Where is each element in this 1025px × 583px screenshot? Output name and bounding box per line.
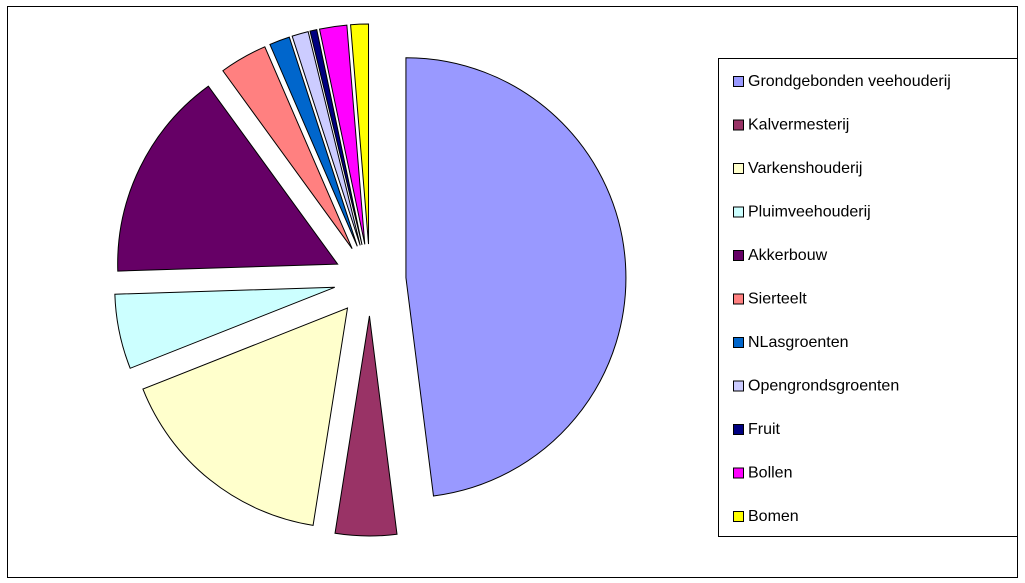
legend-label: Bollen [748,465,792,482]
legend-label: Bomen [748,508,799,525]
pie-slice [222,46,353,250]
legend-label: Akkerbouw [748,247,828,264]
legend-swatch [733,119,744,131]
legend-label: NLasgroenten [748,334,849,351]
legend-label: Fruit [748,421,781,438]
legend-label: Sierteelt [748,291,807,308]
legend-box [718,58,1018,537]
pie-slice [142,307,349,526]
pie-slice [309,29,363,246]
legend-swatch [733,163,744,174]
pie-slice [318,24,366,245]
pie-slice [117,85,339,272]
legend-swatch [733,250,744,261]
legend-swatch [733,467,744,479]
legend-swatch [733,206,744,218]
legend-swatch [733,424,744,435]
pie-slice [334,315,398,537]
legend-label: Varkenshouderij [748,160,862,177]
legend-swatch [733,76,744,87]
legend-swatch [733,337,744,348]
legend-swatch [733,293,744,305]
legend-label: Opengrondsgroenten [748,378,899,395]
legend-label: Grondgebonden veehouderij [748,73,951,90]
pie-slice [405,57,627,497]
legend-swatch [733,511,744,522]
legend-label: Kalvermesterij [748,117,849,134]
legend-swatch [733,380,744,392]
legend-label: Pluimveehouderij [748,204,871,221]
pie-slice [291,31,361,246]
pie-slice [350,23,370,245]
pie-slice [114,286,335,369]
pie-slice [269,36,358,247]
